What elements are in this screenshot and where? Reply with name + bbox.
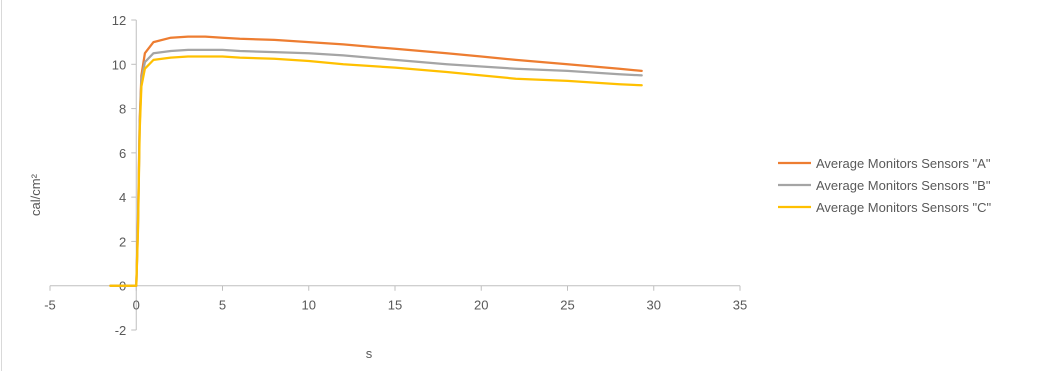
series-line-2 xyxy=(109,48,643,287)
y-tick-label: 6 xyxy=(119,146,126,161)
x-tick-label: 25 xyxy=(560,298,574,313)
y-axis-title: cal/cm² xyxy=(28,173,43,216)
legend-label-3: Average Monitors Sensors "C" xyxy=(816,200,992,215)
series-line-3 xyxy=(109,55,643,287)
series-line-1 xyxy=(109,35,643,287)
legend-label-2: Average Monitors Sensors "B" xyxy=(816,178,991,193)
y-tick-label: 8 xyxy=(119,102,126,117)
legend-label-1: Average Monitors Sensors "A" xyxy=(816,156,991,171)
x-tick-label: 20 xyxy=(474,298,488,313)
x-tick-label: -5 xyxy=(44,298,56,313)
x-tick-label: 0 xyxy=(133,298,140,313)
y-tick-label: 10 xyxy=(112,57,126,72)
x-axis-title: s xyxy=(366,346,373,361)
y-tick-label: 12 xyxy=(112,13,126,28)
x-tick-label: 10 xyxy=(302,298,316,313)
x-tick-label: 5 xyxy=(219,298,226,313)
y-tick-label: 2 xyxy=(119,234,126,249)
y-tick-label: -2 xyxy=(115,323,127,338)
x-tick-label: 35 xyxy=(733,298,747,313)
x-tick-label: 15 xyxy=(388,298,402,313)
y-tick-label: 4 xyxy=(119,190,126,205)
x-tick-label: 30 xyxy=(647,298,661,313)
